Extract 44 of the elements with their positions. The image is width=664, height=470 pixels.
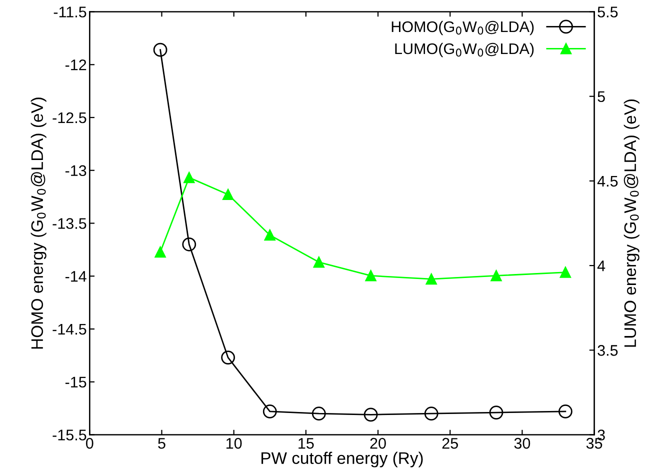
x-tick-label: 20 [370,438,386,449]
y2-tick-label: 5 [598,91,605,102]
point [154,246,166,258]
y-tick-label: -14 [65,271,86,282]
y-tick-label: -13.5 [52,218,86,229]
x-tick-label: 25 [442,438,458,449]
x-tick-label: 0 [86,438,94,449]
x-axis-title: PW cutoff energy (Ry) [262,452,423,468]
y-tick-label: -15.5 [52,430,86,440]
point [560,266,571,278]
y2-tick-label: 4.5 [597,176,618,187]
point [424,406,438,421]
y2-tick-label: 3.5 [598,345,618,356]
legend-label: HOMO(G$_{0}$W$_{0}$@LDA) [392,20,534,36]
point [221,350,235,364]
x-tick-label: 15 [298,438,314,449]
point [264,230,276,241]
point [182,237,196,252]
y-tick-label: -12.5 [52,112,86,124]
y2-axis-title: LUMO energy (G$_{0}$W$_{0}$@LDA) (eV) [624,100,640,347]
point [489,406,504,420]
x-tick-label: 5 [158,438,166,449]
point [222,188,234,200]
point [558,404,572,418]
x-tick-label: 30 [514,438,530,449]
y-tick-label: -14.5 [52,324,86,335]
point [313,256,324,268]
point [365,270,376,282]
y-tick-label: -13 [65,165,86,176]
legend-label: LUMO(G$_{0}$W$_{0}$@LDA) [395,42,534,58]
y-axis-title: HOMO energy (G$_{0}$W$_{0}$@LDA) (eV) [30,98,46,349]
y-tick-label: -12 [65,59,86,70]
point [262,404,277,418]
point [426,274,437,285]
y-tick-label: -15 [65,376,86,388]
y2-tick-label: 4 [597,260,606,272]
y-tick-label: -11.5 [54,6,86,18]
x-tick-label: 10 [226,438,242,449]
point [364,408,378,422]
y2-tick-label: 5.5 [598,6,618,18]
point [184,172,195,184]
point [312,406,326,421]
point [490,270,502,282]
point [153,42,168,57]
